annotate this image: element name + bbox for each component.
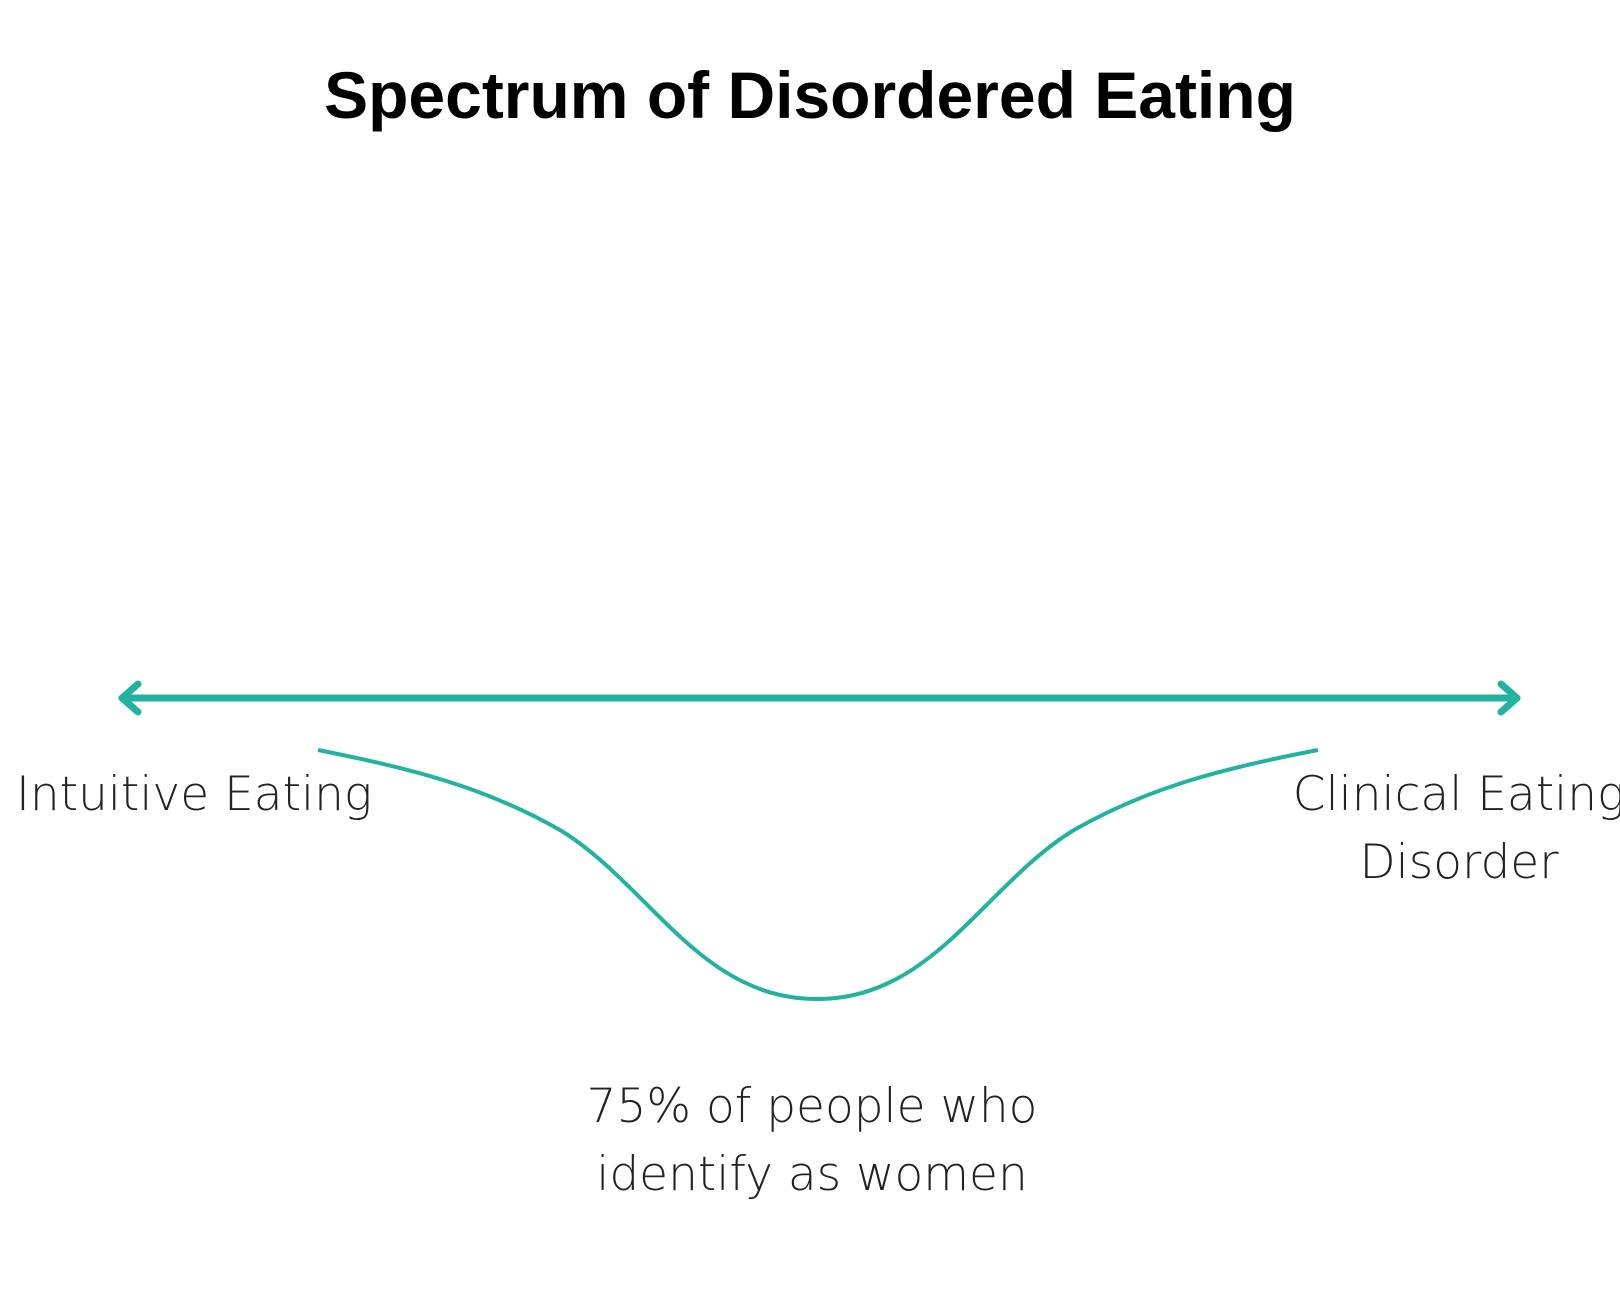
annotation: identify as women [596, 1147, 1027, 1202]
right-label: Disorder [1359, 835, 1559, 890]
right-label: Clinical Eating [1293, 767, 1620, 822]
distribution-curve [317, 748, 1319, 1002]
title: Spectrum of Disordered Eating [324, 58, 1296, 132]
annotation: 75% of people who [587, 1079, 1038, 1134]
spectrum-arrow [118, 680, 1521, 716]
left-label: Intuitive Eating [16, 767, 372, 822]
